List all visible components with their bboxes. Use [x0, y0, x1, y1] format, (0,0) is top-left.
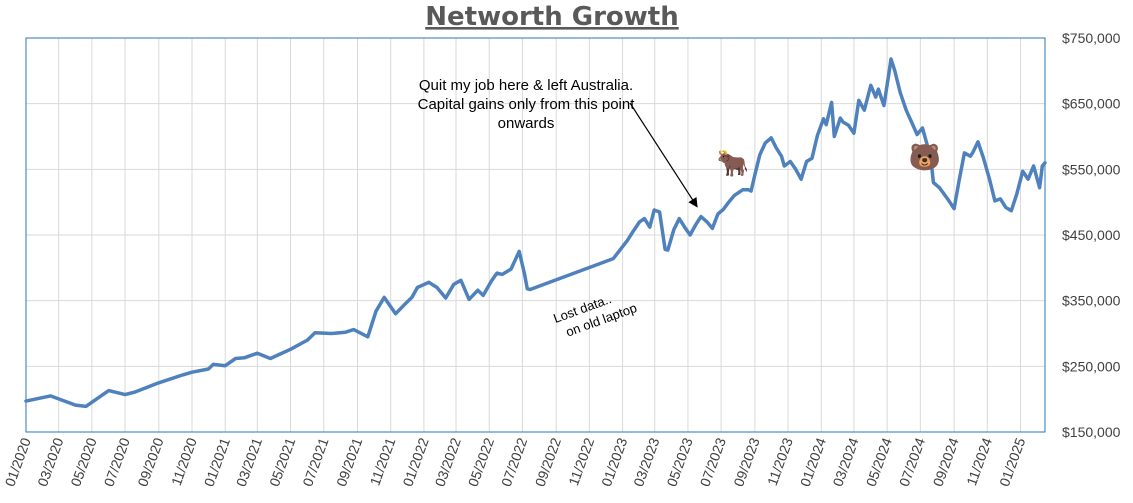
x-tick-label: 05/2023 [663, 435, 695, 488]
x-tick-label: 03/2023 [630, 435, 662, 488]
x-axis-ticks: 01/2020 03/2020 05/2020 07/2020 09/2020 11/20… [1, 435, 1028, 488]
x-tick-label: 07/2022 [498, 435, 530, 488]
plot-area-border [25, 37, 1046, 433]
bull-icon: 🐂 [717, 148, 749, 178]
networth-series-line [24, 57, 1047, 409]
x-tick-label: 01/2021 [201, 435, 233, 488]
y-tick-label: $150,000 [1062, 424, 1121, 440]
y-tick-label: $750,000 [1062, 30, 1121, 46]
y-axis-ticks: $150,000 $250,000 $350,000 $450,000 $550,000… [1062, 30, 1121, 440]
x-tick-label: 09/2020 [134, 435, 166, 488]
x-tick-label: 11/2024 [963, 435, 995, 487]
annotation-quit-job-line: Quit my job here & left Australia. [419, 77, 633, 94]
x-tick-label: 01/2023 [598, 435, 630, 488]
annotation-arrow [629, 102, 698, 208]
x-tick-label: 01/2025 [996, 435, 1028, 488]
y-tick-label: $650,000 [1062, 96, 1121, 112]
x-tick-label: 07/2023 [697, 435, 729, 488]
chart-title: Networth Growth [425, 2, 679, 32]
y-tick-label: $350,000 [1062, 293, 1121, 309]
y-tick-label: $250,000 [1062, 358, 1121, 374]
x-tick-label: 03/2021 [233, 435, 265, 488]
x-tick-label: 05/2024 [863, 435, 895, 488]
x-tick-label: 03/2024 [829, 435, 861, 488]
x-tick-label: 01/2024 [797, 435, 829, 488]
x-tick-label: 09/2021 [333, 435, 365, 488]
x-tick-label: 11/2023 [764, 435, 796, 487]
markers: 🐂 🐻 [717, 141, 941, 178]
annotation-lost-data: Lost data..on old laptop [551, 291, 639, 339]
annotation-quit-job-line: Capital gains only from this point [418, 96, 636, 113]
x-tick-label: 07/2021 [299, 435, 331, 488]
x-tick-label: 09/2022 [532, 435, 564, 488]
x-tick-label: 09/2023 [730, 435, 762, 488]
x-tick-label: 11/2021 [367, 435, 399, 487]
x-tick-label: 07/2020 [101, 435, 133, 488]
y-tick-label: $550,000 [1062, 161, 1121, 177]
annotation-quit-job-line: onwards [498, 115, 555, 132]
x-tick-label: 11/2020 [168, 435, 200, 487]
x-tick-label: 05/2020 [67, 435, 99, 488]
x-tick-label: 09/2024 [930, 435, 962, 488]
x-tick-label: 03/2022 [432, 435, 464, 488]
x-tick-label: 03/2020 [34, 435, 66, 488]
x-tick-label: 05/2022 [465, 435, 497, 488]
bear-icon: 🐻 [909, 141, 941, 172]
x-tick-label: 07/2024 [896, 435, 928, 488]
x-tick-label: 05/2021 [266, 435, 298, 488]
x-tick-label: 11/2022 [565, 435, 597, 487]
x-tick-label: 01/2020 [1, 435, 33, 488]
y-tick-label: $450,000 [1062, 227, 1121, 243]
x-tick-label: 01/2022 [399, 435, 431, 488]
